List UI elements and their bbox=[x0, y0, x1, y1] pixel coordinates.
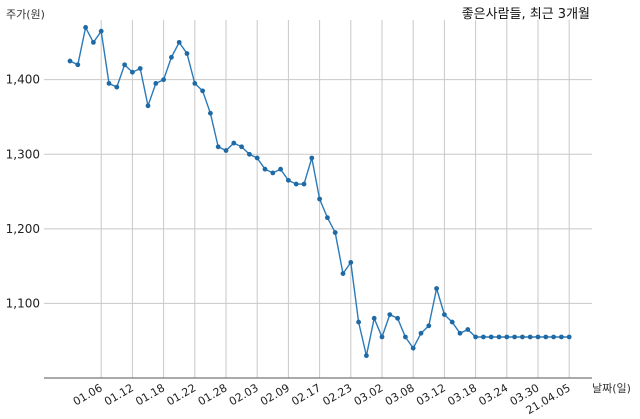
data-point bbox=[231, 140, 237, 146]
data-point bbox=[153, 80, 159, 86]
x-tick-label: 01.28 bbox=[196, 381, 230, 408]
x-tick-label: 03.08 bbox=[383, 381, 417, 408]
x-tick-label: 02.17 bbox=[289, 381, 323, 408]
data-point bbox=[410, 345, 416, 351]
data-point bbox=[176, 39, 182, 45]
data-point bbox=[403, 334, 408, 340]
data-point bbox=[387, 312, 393, 318]
data-point bbox=[551, 334, 556, 340]
data-point bbox=[200, 88, 206, 94]
data-point bbox=[83, 25, 88, 30]
data-point bbox=[481, 334, 486, 340]
data-point bbox=[98, 28, 104, 34]
data-point bbox=[488, 334, 494, 340]
x-tick-label: 03.02 bbox=[352, 381, 386, 408]
data-point bbox=[527, 334, 533, 340]
y-tick-label: 1,400 bbox=[6, 73, 40, 87]
y-tick-label: 1,300 bbox=[6, 147, 40, 161]
data-point bbox=[364, 353, 369, 359]
data-point bbox=[442, 312, 447, 318]
data-point bbox=[215, 144, 221, 150]
data-point bbox=[465, 327, 471, 332]
data-point bbox=[184, 51, 190, 56]
data-point bbox=[106, 80, 112, 86]
data-point bbox=[473, 334, 478, 340]
data-point bbox=[559, 334, 564, 340]
data-point bbox=[434, 286, 439, 291]
data-point bbox=[145, 103, 151, 109]
data-point bbox=[496, 334, 502, 340]
data-point bbox=[223, 148, 229, 153]
data-point bbox=[449, 319, 455, 325]
data-point bbox=[340, 271, 346, 276]
data-point bbox=[543, 334, 549, 340]
data-point bbox=[286, 177, 291, 183]
y-tick-label: 1,100 bbox=[6, 296, 40, 310]
x-tick-label: 03.12 bbox=[414, 381, 448, 408]
data-point bbox=[293, 181, 299, 187]
data-point bbox=[371, 315, 377, 321]
data-point bbox=[535, 334, 541, 340]
data-point bbox=[317, 196, 322, 202]
chart-title: 좋은사람들, 최근 3개월 bbox=[462, 7, 590, 22]
data-point bbox=[457, 330, 463, 336]
data-point bbox=[426, 323, 432, 329]
x-tick-label: 03.24 bbox=[477, 381, 511, 408]
x-tick-label: 03.18 bbox=[445, 381, 479, 408]
x-tick-label: 02.03 bbox=[227, 381, 261, 408]
data-point bbox=[325, 215, 330, 221]
data-point bbox=[301, 181, 307, 187]
data-point bbox=[356, 319, 361, 325]
data-point bbox=[67, 58, 73, 64]
data-point bbox=[566, 334, 572, 340]
x-axis-title: 날짜(일) bbox=[592, 381, 631, 395]
x-tick-label: 01.06 bbox=[71, 381, 105, 408]
data-point bbox=[114, 84, 120, 90]
data-point bbox=[418, 330, 424, 336]
data-point bbox=[379, 334, 385, 340]
data-point bbox=[130, 69, 135, 75]
x-tick-label: 02.09 bbox=[258, 381, 292, 408]
data-point bbox=[137, 66, 143, 71]
data-point bbox=[247, 151, 252, 157]
x-tick-label: 01.18 bbox=[133, 381, 167, 408]
y-tick-label: 1,200 bbox=[6, 222, 40, 236]
data-point bbox=[504, 334, 510, 340]
y-axis-title: 주가(원) bbox=[6, 8, 45, 21]
data-point bbox=[262, 166, 268, 172]
data-point bbox=[192, 80, 198, 86]
data-point bbox=[254, 155, 260, 161]
data-point bbox=[332, 230, 338, 235]
data-point bbox=[395, 315, 400, 321]
x-tick-label: 01.12 bbox=[102, 381, 136, 408]
data-point bbox=[278, 166, 283, 172]
x-tick-label: 01.22 bbox=[165, 381, 199, 408]
data-point bbox=[348, 259, 354, 265]
data-point bbox=[161, 77, 167, 83]
data-point bbox=[91, 39, 96, 45]
x-tick-label: 02.23 bbox=[321, 381, 355, 408]
data-point bbox=[520, 334, 525, 340]
data-point bbox=[208, 110, 213, 116]
data-point bbox=[169, 54, 174, 60]
data-point bbox=[309, 155, 315, 161]
data-point bbox=[512, 334, 517, 340]
data-point bbox=[75, 62, 81, 68]
data-point bbox=[239, 144, 245, 150]
data-point bbox=[122, 62, 127, 68]
data-point bbox=[270, 170, 276, 176]
